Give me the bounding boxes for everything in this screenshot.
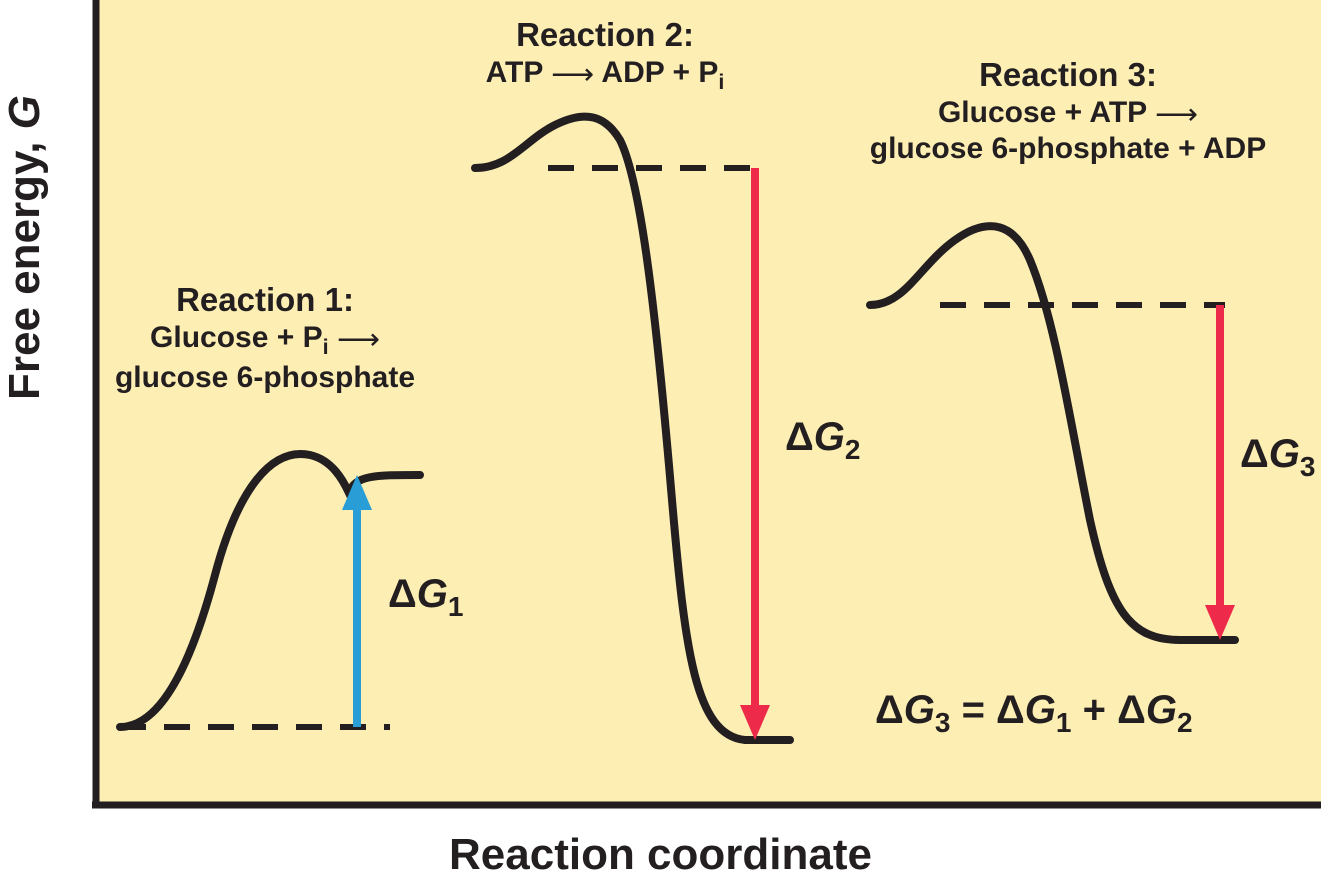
x-axis-label-text: Reaction coordinate bbox=[449, 830, 872, 879]
reaction3-deltaG-label: ΔG3 bbox=[1240, 432, 1315, 483]
reaction3-caption: Reaction 3: Glucose + ATP ⟶ glucose 6-ph… bbox=[838, 55, 1298, 167]
reaction2-caption: Reaction 2: ATP ⟶ ADP + Pi bbox=[420, 15, 790, 95]
reaction2-title: Reaction 2: bbox=[420, 15, 790, 55]
reaction1-line2: Glucose + Pi ⟶ bbox=[105, 320, 425, 360]
reaction3-title: Reaction 3: bbox=[838, 55, 1298, 95]
x-axis-label: Reaction coordinate bbox=[0, 830, 1321, 880]
reaction3-line3: glucose 6-phosphate + ADP bbox=[838, 131, 1298, 167]
reaction1-caption: Reaction 1: Glucose + Pi ⟶ glucose 6-pho… bbox=[105, 280, 425, 396]
reaction1-line3: glucose 6-phosphate bbox=[105, 360, 425, 396]
reaction1-deltaG-label: ΔG1 bbox=[388, 572, 463, 623]
deltaG-equation: ΔG3 = ΔG1 + ΔG2 bbox=[875, 688, 1193, 739]
reaction1-title: Reaction 1: bbox=[105, 280, 425, 320]
reaction2-deltaG-label: ΔG2 bbox=[785, 415, 860, 466]
reaction2-line2: ATP ⟶ ADP + Pi bbox=[420, 55, 790, 95]
reaction3-line2: Glucose + ATP ⟶ bbox=[838, 95, 1298, 131]
